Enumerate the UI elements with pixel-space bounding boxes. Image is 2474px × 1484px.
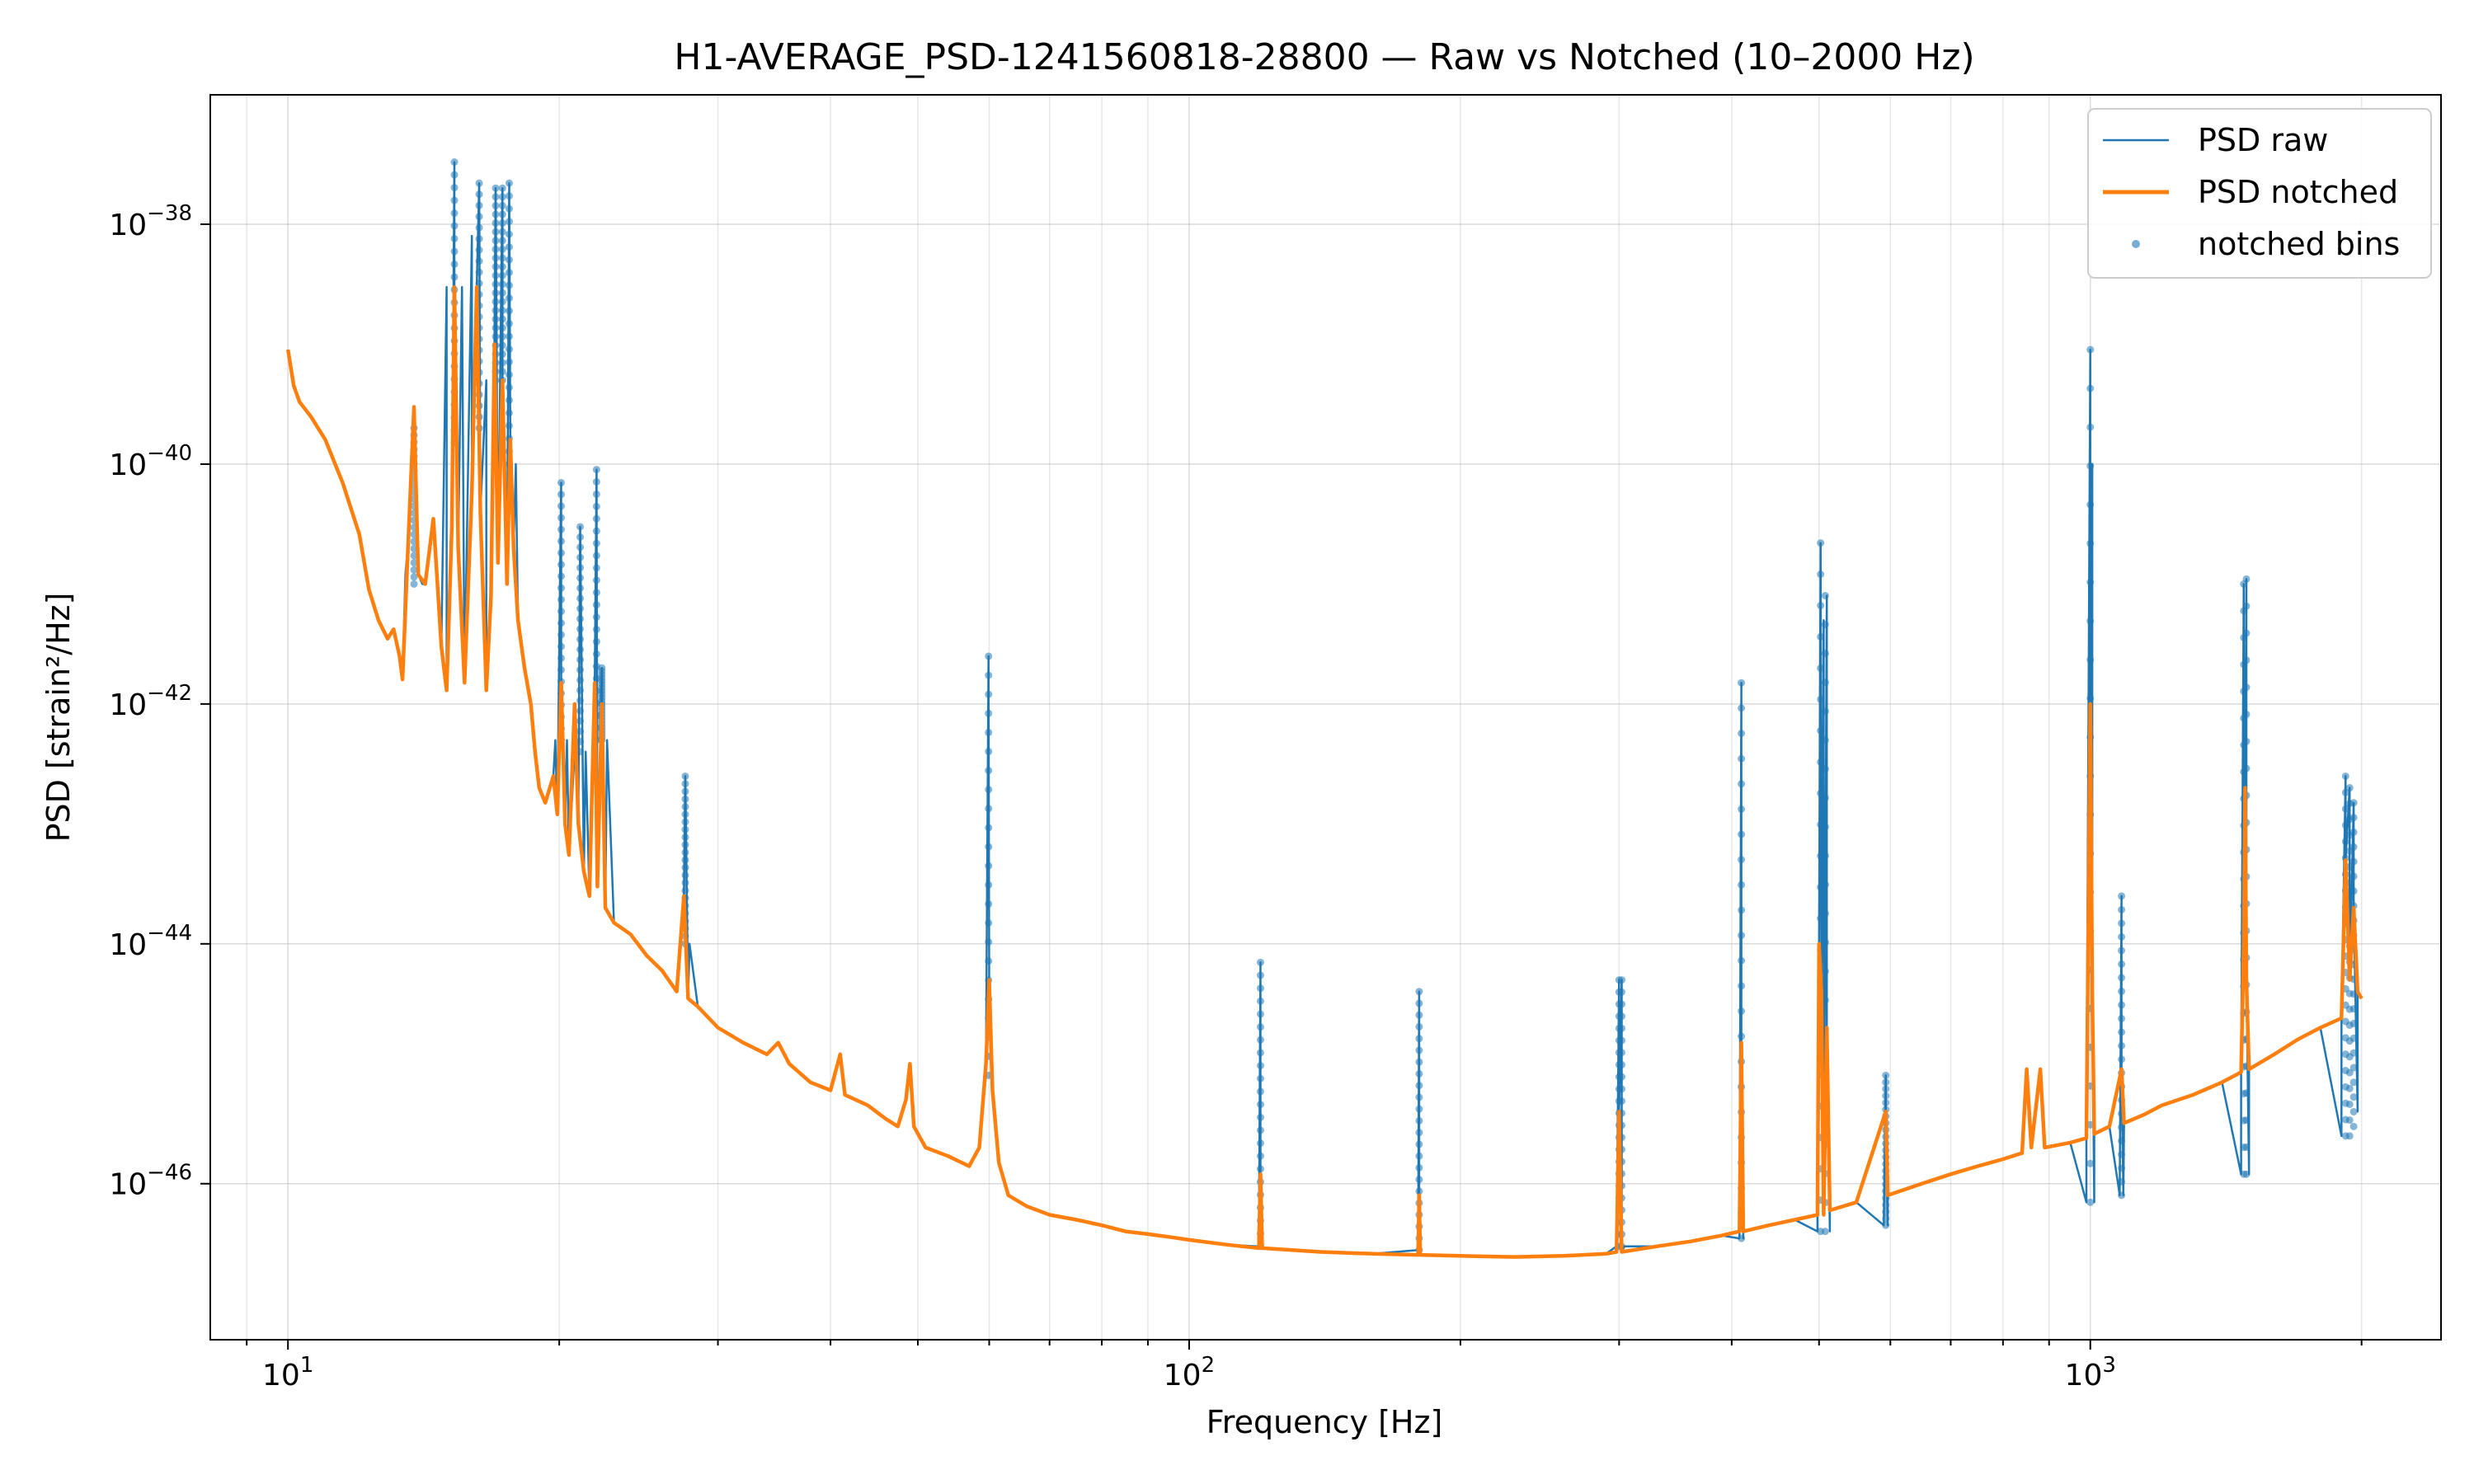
y-tick-label: 10−40 [109,441,192,482]
notched-bin-point [2349,1093,2358,1101]
legend-box [2087,108,2432,279]
notched-bin-point [2345,1084,2354,1092]
notched-bin-point [2345,1100,2354,1108]
notched-bin-point [681,886,689,895]
notched-bin-point [2349,1107,2358,1115]
y-axis-label: PSD [strain²/Hz] [40,593,77,843]
legend-bins-swatch [2132,240,2140,248]
notched-bin-point [1821,591,1829,599]
notched-bin-point [410,566,418,574]
psd-lines [285,161,2363,1259]
legend-raw-label: PSD raw [2198,122,2328,158]
psd-notched-line [285,284,2363,1259]
chart-title: H1-AVERAGE_PSD-1241560818-28800 — Raw vs… [674,36,1974,78]
notched-bin-point [410,580,418,588]
y-tick-label: 10−44 [109,921,192,962]
notched-bin-point [2345,1116,2354,1125]
notched-bin-point [681,863,689,871]
notched-bin-point [2349,1064,2358,1072]
notched-bin-point [410,552,418,560]
x-axis-label: Frequency [Hz] [1206,1404,1443,1440]
notched-bin-point [2086,1159,2095,1167]
notched-bin-point [1821,1228,1829,1236]
notched-bin-point [2349,1078,2358,1087]
x-axis-ticks: 101 102 103 [246,1340,2363,1392]
x-tick-label: 102 [1164,1353,1215,1392]
notched-bin-point [681,871,689,880]
notched-bin-point [2345,1068,2354,1077]
y-tick-label: 10−46 [109,1161,192,1202]
plot-area [285,158,2363,1259]
notched-bin-point [2086,1198,2095,1206]
x-tick-label: 103 [2065,1353,2116,1392]
legend-notched-label: PSD notched [2198,174,2398,210]
legend: PSD raw PSD notched notched bins [2087,108,2432,279]
y-tick-label: 10−42 [109,681,192,722]
notched-bin-point [2349,1122,2358,1130]
notched-bin-point [2086,1120,2095,1129]
notched-bin-point [681,879,689,887]
notched-bin-point [2345,1132,2354,1140]
plot-frame [209,94,2442,1341]
y-tick-label: 10−38 [109,201,192,242]
notched-bin-point [410,573,418,581]
x-tick-label: 101 [262,1353,313,1392]
y-axis-ticks: 10−38 10−40 10−42 10−44 10−46 [109,201,210,1202]
legend-bins-label: notched bins [2198,226,2400,262]
notched-bin-point [410,559,418,567]
